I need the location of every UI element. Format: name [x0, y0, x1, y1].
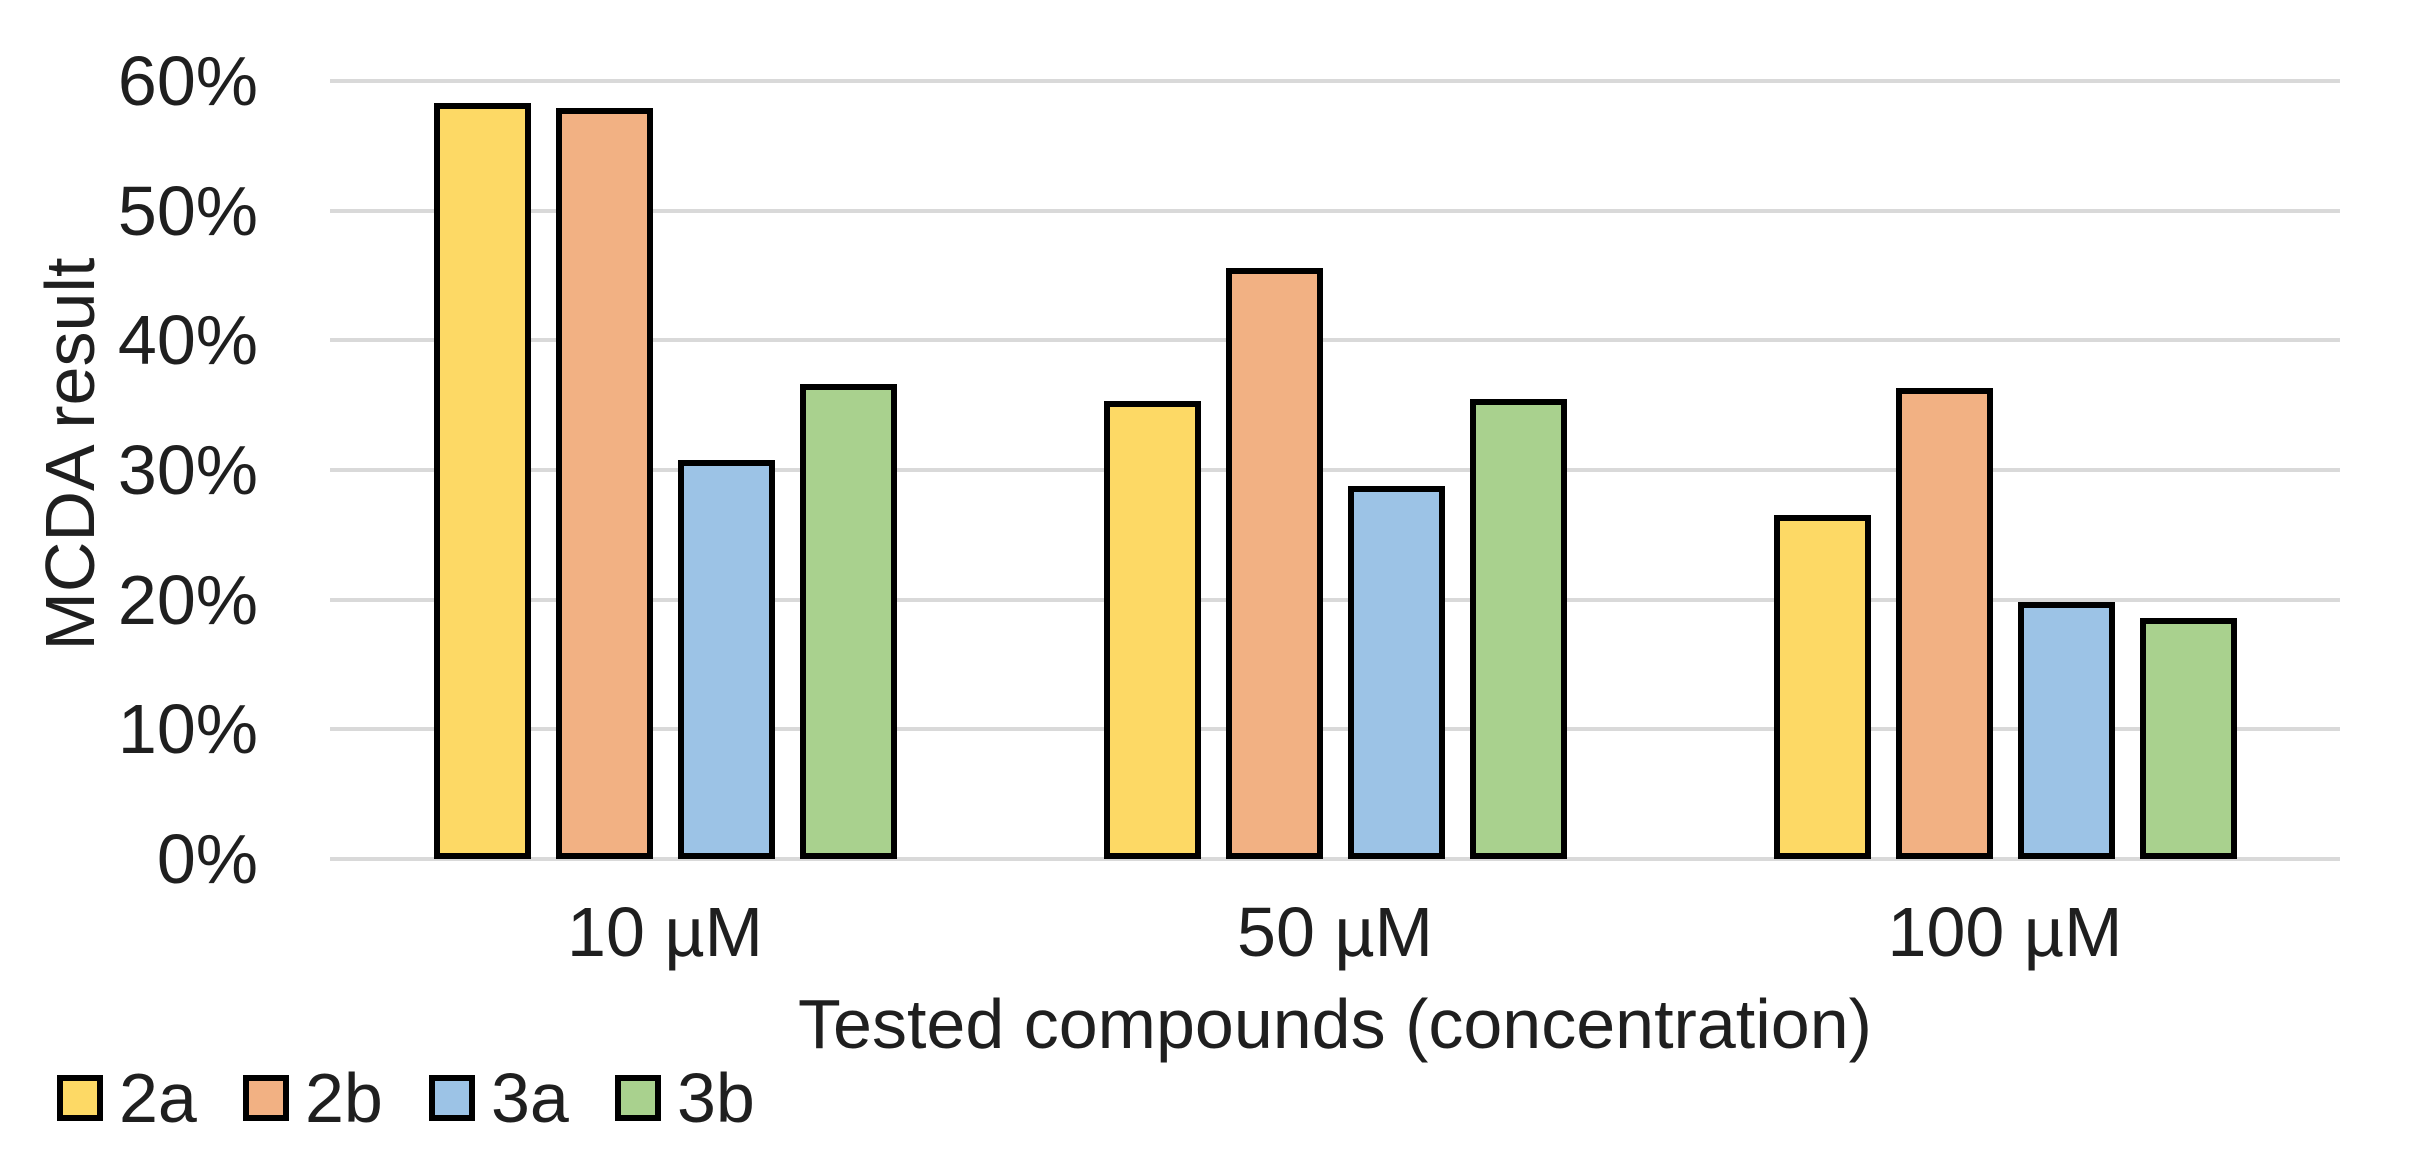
- x-tick-label-50-m: 50 µM: [1237, 893, 1433, 971]
- bar-2b-50-m: [1226, 268, 1323, 859]
- legend-item-3b: 3b: [615, 1059, 785, 1137]
- y-tick-label-30pct: 30%: [117, 431, 258, 509]
- gridline-40pct: [330, 338, 2340, 343]
- x-tick-label-100-m: 100 µM: [1887, 893, 2123, 971]
- legend-item-2b: 2b: [243, 1059, 413, 1137]
- legend-swatch-2b: [243, 1075, 289, 1121]
- gridline-30pct: [330, 468, 2340, 472]
- gridline-20pct: [330, 597, 2340, 602]
- legend-label-2b: 2b: [305, 1059, 383, 1137]
- legend-item-2a: 2a: [57, 1059, 227, 1137]
- bar-3b-10-m: [800, 384, 897, 859]
- y-tick-label-10pct: 10%: [117, 690, 258, 769]
- bar-2b-100-m: [1896, 388, 1993, 859]
- bar-3a-100-m: [2018, 602, 2115, 859]
- bar-2a-100-m: [1774, 515, 1871, 859]
- x-tick-label-10-m: 10 µM: [567, 893, 763, 971]
- legend-label-3a: 3a: [491, 1059, 569, 1137]
- y-tick-label-40pct: 40%: [117, 301, 258, 380]
- bar-3a-50-m: [1348, 486, 1445, 859]
- y-tick-label-50pct: 50%: [117, 171, 258, 250]
- legend-label-2a: 2a: [119, 1059, 197, 1137]
- gridline-60pct: [330, 79, 2340, 83]
- legend-swatch-2a: [57, 1075, 103, 1121]
- bar-3a-10-m: [678, 460, 775, 859]
- bar-2a-10-m: [434, 103, 531, 859]
- bar-2b-10-m: [556, 108, 653, 859]
- legend-swatch-3b: [615, 1075, 661, 1121]
- bar-3b-50-m: [1470, 399, 1567, 859]
- legend-label-3b: 3b: [677, 1059, 755, 1137]
- gridline-50pct: [330, 208, 2340, 213]
- y-tick-label-20pct: 20%: [117, 560, 258, 639]
- x-axis-title: Tested compounds (concentration): [798, 985, 1872, 1063]
- y-tick-label-0pct: 0%: [156, 820, 258, 898]
- gridline-0pct: [330, 857, 2340, 861]
- legend-item-3a: 3a: [429, 1059, 599, 1137]
- y-axis-title: MCDA result: [31, 257, 109, 651]
- gridline-10pct: [330, 727, 2340, 732]
- legend-swatch-3a: [429, 1075, 475, 1121]
- bar-2a-50-m: [1104, 401, 1201, 859]
- y-tick-label-60pct: 60%: [117, 42, 258, 120]
- bar-3b-100-m: [2140, 618, 2237, 859]
